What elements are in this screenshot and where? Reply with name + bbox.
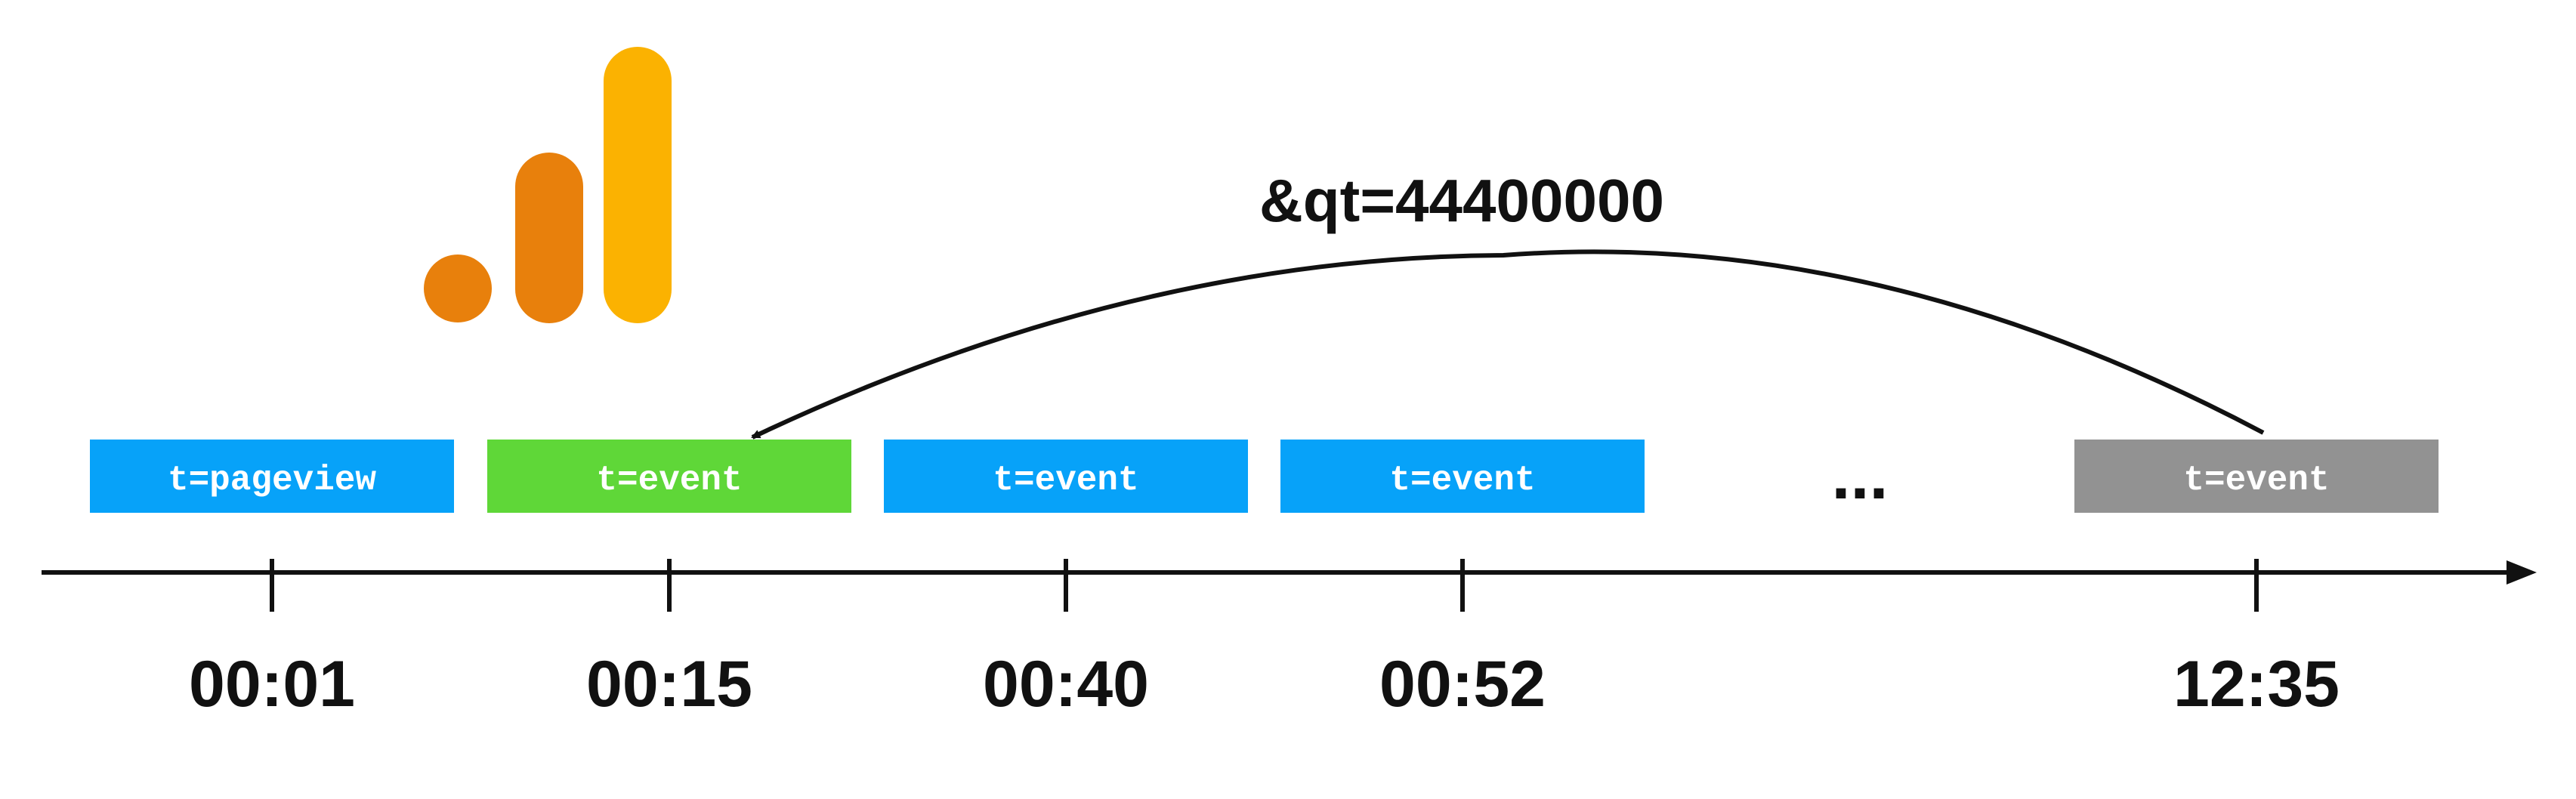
google-analytics-logo [424, 47, 672, 323]
event-box-1-bg [90, 440, 454, 513]
event-box-5-label: t=event [2183, 461, 2329, 500]
time-label-1: 00:01 [189, 648, 355, 720]
queue-time-param-label: &qt=44400000 [1259, 167, 1664, 234]
time-label-4: 00:52 [1379, 648, 1546, 720]
event-box-1-label: t=pageview [168, 461, 376, 500]
time-label-3: 00:40 [983, 648, 1149, 720]
ellipsis: ... [1831, 438, 1888, 514]
event-box-3-bg [884, 440, 1248, 513]
event-box-4-bg [1280, 440, 1645, 513]
event-box-4-label: t=event [1389, 461, 1535, 500]
event-box-2-label: t=event [596, 461, 742, 500]
event-box-3-label: t=event [993, 461, 1138, 500]
event-box-2: t=event [487, 440, 851, 513]
logo-short-bar-icon [515, 153, 583, 323]
event-box-2-bg [487, 440, 851, 513]
time-label-2: 00:15 [586, 648, 752, 720]
queue-time-arrow [751, 249, 2265, 440]
event-box-4: t=event [1280, 440, 1645, 513]
logo-dot-icon [424, 255, 492, 322]
event-box-5-bg [2074, 440, 2439, 513]
time-label-5: 12:35 [2173, 648, 2340, 720]
event-box-3: t=event [884, 440, 1248, 513]
timeline-arrowhead-icon [2507, 560, 2537, 585]
event-box-1: t=pageview [90, 440, 454, 513]
logo-tall-bar-icon [604, 47, 672, 323]
event-box-5: t=event [2074, 440, 2439, 513]
